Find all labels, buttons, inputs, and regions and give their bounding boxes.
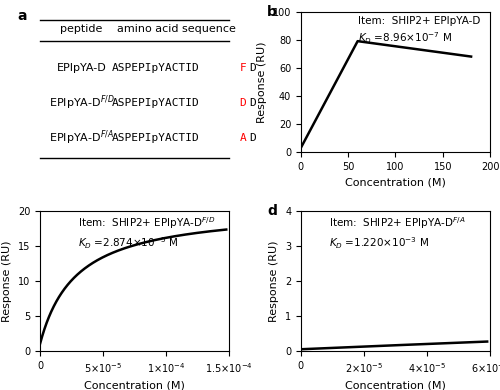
Text: b: b (267, 5, 277, 19)
Text: ASPEPIpYACTID: ASPEPIpYACTID (112, 63, 200, 73)
Text: EPIpYA-D$^{F/D}$: EPIpYA-D$^{F/D}$ (48, 94, 114, 112)
X-axis label: Concentration (M): Concentration (M) (345, 380, 446, 390)
Text: EPIpYA-D$^{F/A}$: EPIpYA-D$^{F/A}$ (49, 129, 114, 147)
Text: A: A (240, 133, 246, 143)
Text: D: D (250, 133, 256, 143)
Text: D: D (250, 98, 256, 108)
Text: EPIpYA-D: EPIpYA-D (56, 63, 106, 73)
X-axis label: Concentration (M): Concentration (M) (84, 380, 185, 390)
Y-axis label: Response (RU): Response (RU) (270, 240, 280, 322)
Text: D: D (250, 63, 256, 73)
Text: Item:  SHIP2+ EPIpYA-D$^{F/A}$
$K_D$ =1.220×10$^{-3}$ M: Item: SHIP2+ EPIpYA-D$^{F/A}$ $K_D$ =1.2… (330, 215, 466, 251)
Text: Item:  SHIP2+ EPIpYA-D$^{F/D}$
$K_D$ =2.874×10$^{-5}$ M: Item: SHIP2+ EPIpYA-D$^{F/D}$ $K_D$ =2.8… (78, 215, 216, 251)
Text: ASPEPIpYACTID: ASPEPIpYACTID (112, 98, 200, 108)
Y-axis label: Response (RU): Response (RU) (2, 240, 12, 322)
Text: F: F (240, 63, 246, 73)
Y-axis label: Response (RU): Response (RU) (258, 41, 268, 122)
Text: ASPEPIpYACTID: ASPEPIpYACTID (112, 133, 200, 143)
Text: D: D (240, 98, 246, 108)
Text: d: d (267, 204, 277, 218)
Text: amino acid sequence: amino acid sequence (116, 23, 236, 34)
Text: a: a (18, 9, 27, 23)
Text: Item:  SHIP2+ EPIpYA-D
$K_D$ =8.96×10$^{-7}$ M: Item: SHIP2+ EPIpYA-D $K_D$ =8.96×10$^{-… (358, 16, 480, 46)
X-axis label: Concentration (M): Concentration (M) (345, 177, 446, 187)
Text: peptide: peptide (60, 23, 103, 34)
